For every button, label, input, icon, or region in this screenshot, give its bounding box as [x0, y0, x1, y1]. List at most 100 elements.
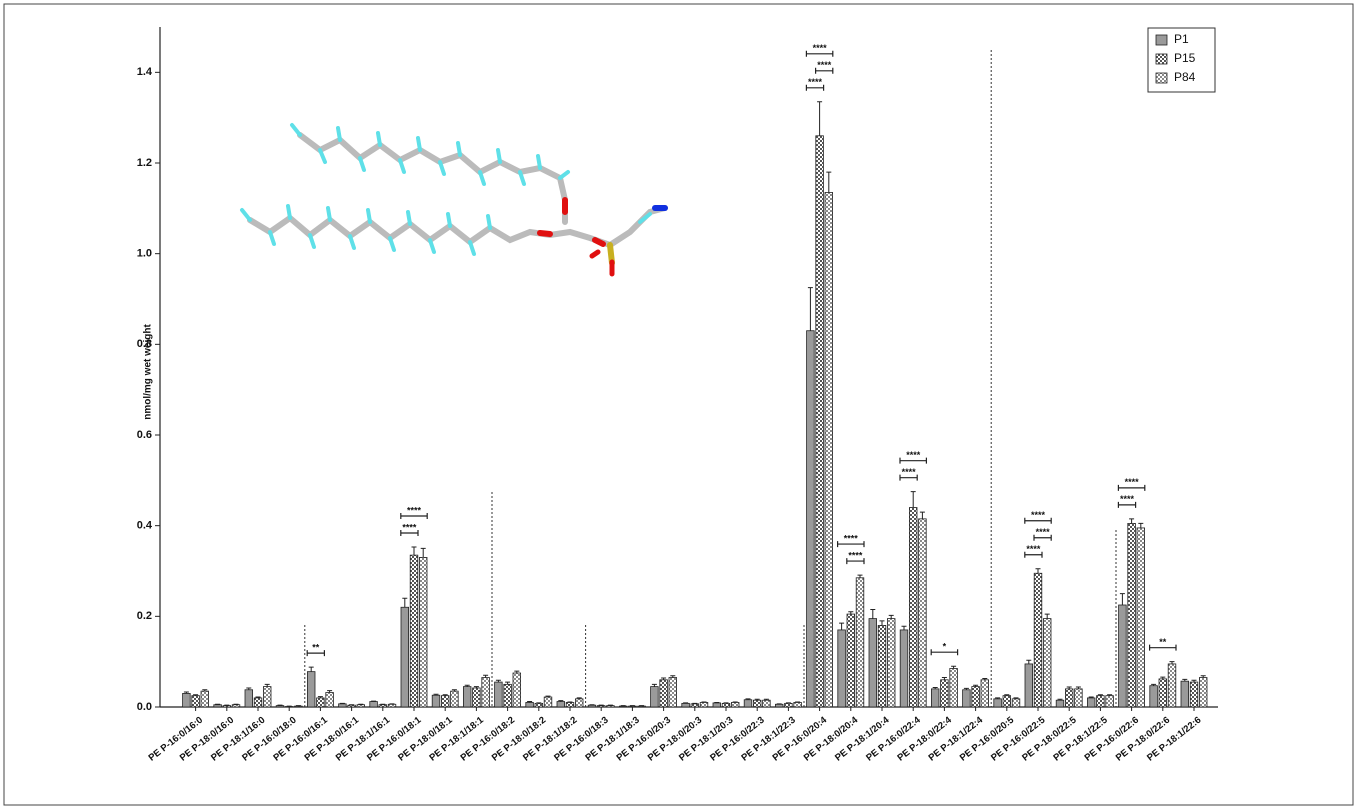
- x-tick-label: PE P-18:0/20:3: [646, 715, 704, 764]
- error-bar: [309, 667, 314, 672]
- x-tick-label: PE P-18:0/18:1: [396, 714, 455, 763]
- bar: [722, 703, 730, 707]
- error-bar: [1045, 614, 1050, 619]
- bar: [357, 705, 365, 707]
- legend-label: P15: [1174, 51, 1196, 65]
- x-tick-label: PE P-18:1/22:3: [739, 715, 797, 764]
- significance-label: ****: [1031, 510, 1046, 520]
- bar: [669, 678, 677, 707]
- bar: [566, 702, 574, 707]
- x-tick-label: PE P-18:0/20:4: [802, 714, 861, 763]
- bar: [183, 693, 191, 707]
- bar: [700, 702, 708, 707]
- bar: [909, 508, 917, 707]
- bar: [919, 519, 927, 707]
- bar: [807, 331, 815, 707]
- y-tick-label: 0.2: [137, 610, 152, 622]
- x-tick-label: PE P-18:1/22:6: [1145, 715, 1203, 764]
- significance-label: ****: [817, 60, 832, 70]
- x-tick-label: PE P-16:0/22:6: [1083, 715, 1141, 764]
- bar: [900, 630, 908, 707]
- x-tick-label: PE P-16:0/20:3: [615, 715, 673, 764]
- significance-label: *: [943, 642, 947, 652]
- x-tick-label: PE P-18:1/18:2: [521, 715, 579, 764]
- bar: [1168, 664, 1176, 707]
- bar: [379, 705, 387, 707]
- bar: [931, 689, 939, 707]
- bar: [192, 696, 200, 707]
- bar: [981, 680, 989, 707]
- error-bar: [880, 621, 885, 626]
- bar: [401, 607, 409, 707]
- bar: [463, 687, 471, 707]
- significance-label: ****: [407, 505, 422, 515]
- x-tick-label: PE P-16:0/18:2: [459, 715, 517, 764]
- bar: [295, 706, 303, 707]
- bar: [263, 687, 271, 707]
- bar: [419, 557, 427, 707]
- error-bar: [1120, 594, 1125, 605]
- bar: [473, 688, 481, 707]
- bar: [410, 555, 418, 707]
- bar: [1190, 682, 1198, 707]
- error-bar: [421, 548, 426, 557]
- frame: [4, 4, 1353, 805]
- legend-swatch: [1156, 73, 1167, 83]
- bar: [1199, 678, 1207, 707]
- bar: [847, 614, 855, 707]
- bar: [223, 706, 231, 707]
- y-tick-label: 0.8: [137, 338, 152, 350]
- error-bar: [817, 102, 822, 136]
- bar: [535, 703, 543, 707]
- bar: [307, 672, 315, 707]
- bar: [1150, 686, 1158, 707]
- bar: [214, 705, 222, 707]
- bar: [504, 684, 512, 707]
- x-tick-label: PE P-18:1/18:1: [427, 714, 486, 763]
- x-tick-label: PE P-18:1/22:4: [927, 714, 986, 763]
- chart: nmol/mg wet weight 0.00.20.40.60.81.01.2…: [0, 0, 1357, 809]
- error-bar: [1026, 660, 1031, 664]
- error-bar: [826, 172, 831, 192]
- molecule: [242, 125, 665, 274]
- x-tick-label: PE P-16:0/18:0: [240, 715, 298, 764]
- bar: [513, 673, 521, 707]
- bar: [941, 680, 949, 707]
- bar: [441, 696, 449, 707]
- x-tick-label: PE P-18:1/20:4: [833, 714, 892, 763]
- bar: [775, 704, 783, 707]
- x-tick-label: PE P-16:0/16:0: [147, 715, 205, 764]
- significance-label: ****: [813, 43, 828, 53]
- error-bar: [808, 288, 813, 331]
- bar: [1128, 523, 1136, 707]
- bar: [1106, 696, 1114, 707]
- x-tick-label: PE P-18:0/22:4: [895, 714, 954, 763]
- bar: [1075, 689, 1083, 707]
- error-bar: [839, 623, 844, 630]
- bar: [1065, 689, 1073, 707]
- error-bar: [402, 598, 407, 607]
- bar: [495, 682, 503, 707]
- bar: [1087, 698, 1095, 707]
- bar: [1043, 619, 1051, 707]
- bar: [744, 700, 752, 707]
- y-tick-label: 0.6: [137, 429, 152, 441]
- bar: [276, 706, 284, 707]
- bar: [544, 697, 552, 707]
- x-tick-label: PE P-18:0/16:1: [303, 714, 362, 763]
- error-bar: [889, 615, 894, 618]
- significance-label: ****: [1026, 544, 1041, 554]
- x-tick-label: PE P-16:0/20:5: [958, 714, 1017, 763]
- x-tick-label: PE P-18:1/20:3: [677, 715, 735, 764]
- bar: [1025, 664, 1033, 707]
- significance-label: ****: [808, 77, 823, 87]
- x-tick-label: PE P-18:1/16:0: [209, 715, 267, 764]
- bar: [994, 699, 1002, 707]
- bar: [963, 690, 971, 707]
- x-tick-label: PE P-18:0/22:5: [1020, 714, 1079, 763]
- bar: [607, 706, 615, 707]
- x-tick-label: PE P-18:1/18:3: [583, 715, 641, 764]
- bar: [1003, 696, 1011, 707]
- bar: [1181, 681, 1189, 707]
- significance-label: **: [1159, 637, 1167, 647]
